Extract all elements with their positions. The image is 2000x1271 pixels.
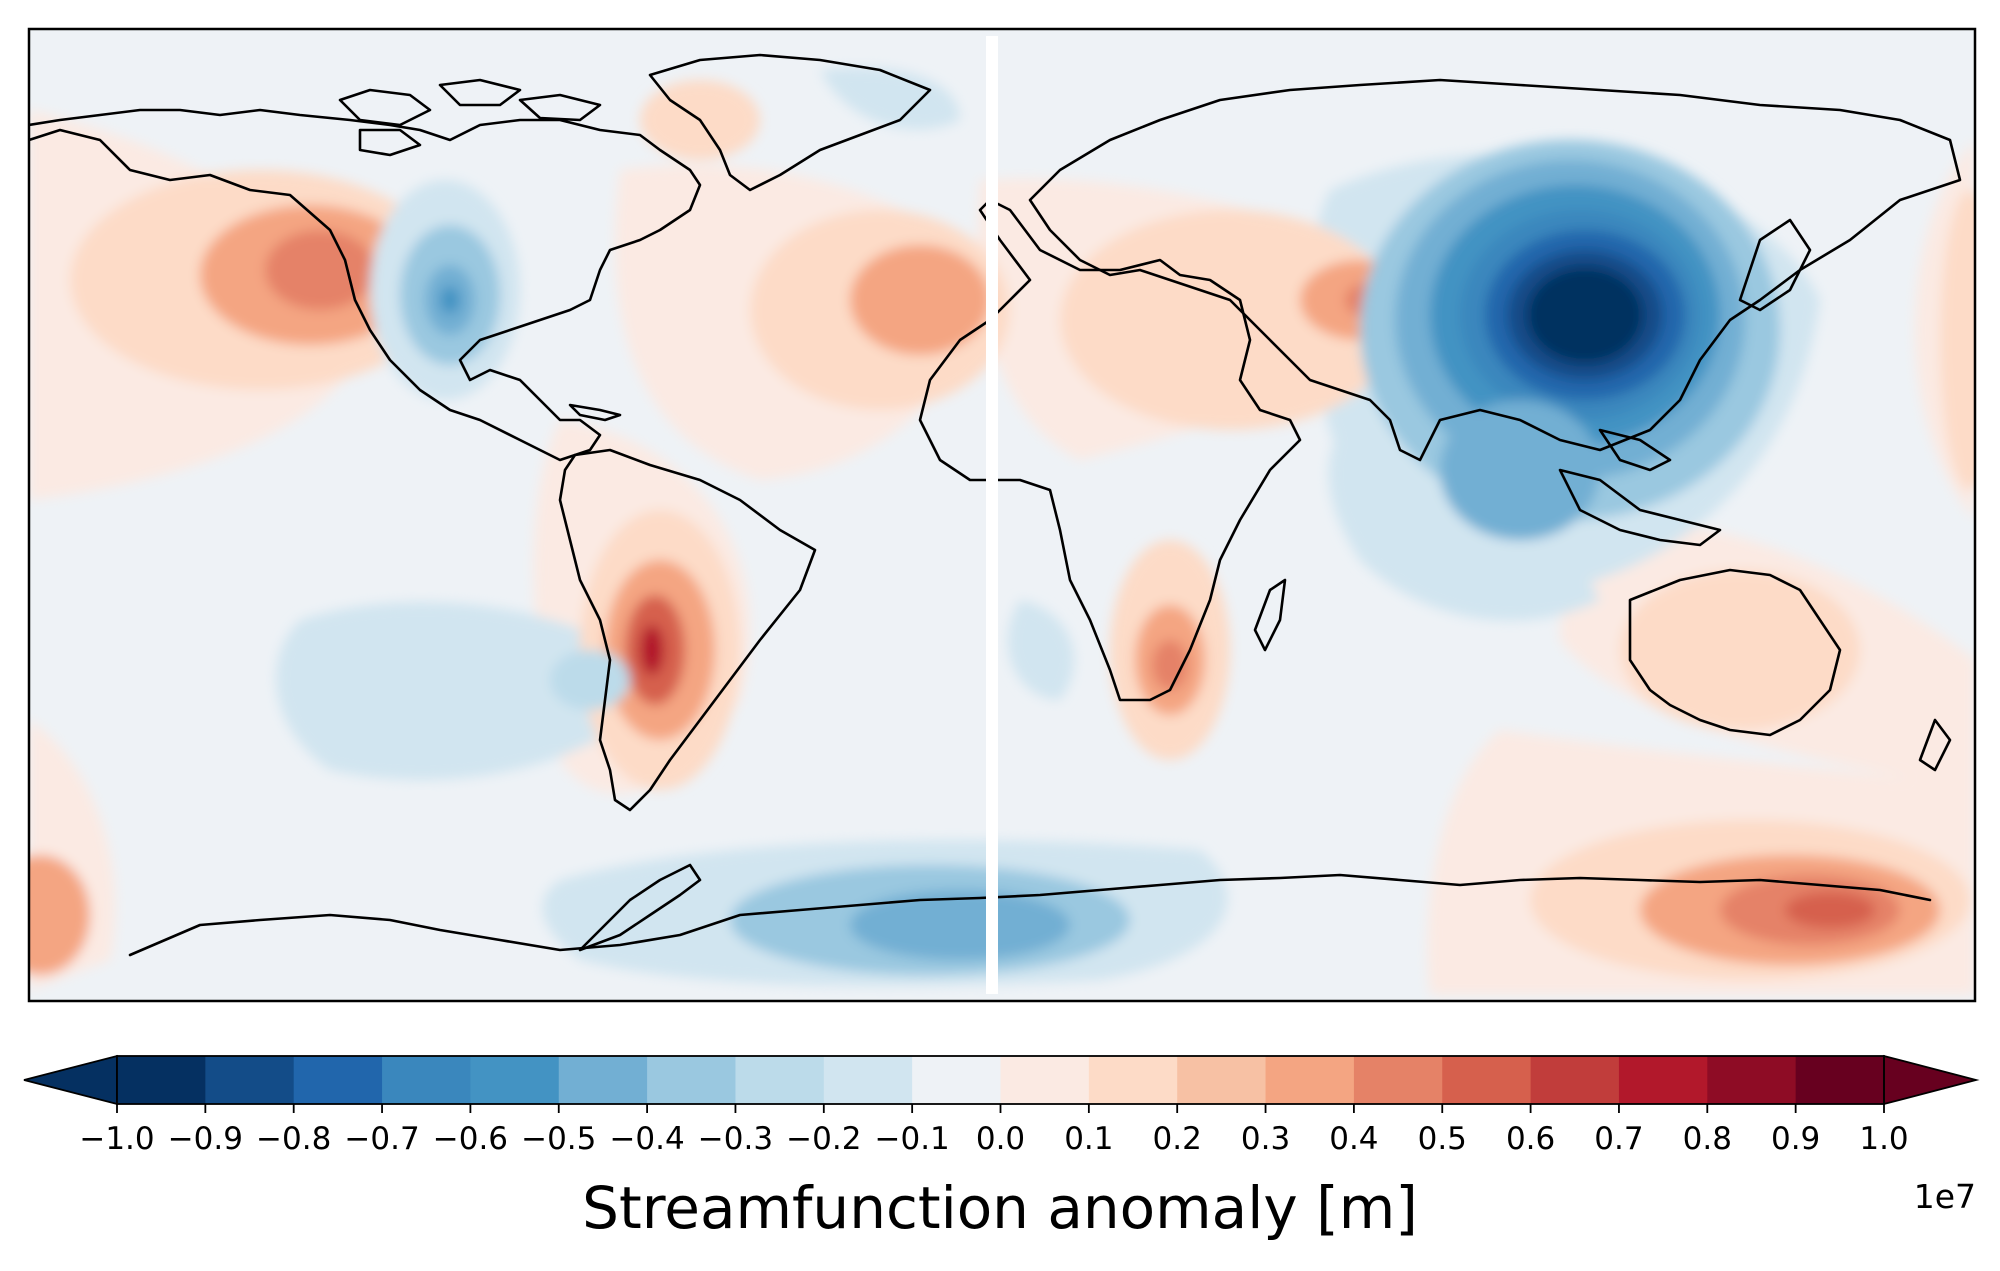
colorbar-tick-label: −0.4 bbox=[609, 1121, 684, 1157]
coast-europe-africa bbox=[918, 198, 1302, 702]
colorbar-tick-label: −0.7 bbox=[344, 1121, 419, 1157]
colorbar-tick-label: −0.9 bbox=[168, 1121, 243, 1157]
colorbar-segment bbox=[647, 1056, 737, 1104]
colorbar-extend-min bbox=[23, 1054, 118, 1106]
coast-south-america bbox=[558, 448, 817, 812]
colorbar-segment bbox=[735, 1056, 825, 1104]
colorbar-segment bbox=[382, 1056, 471, 1104]
coast-eurasia bbox=[1028, 78, 1962, 462]
colorbar-extend-max bbox=[1883, 1054, 1980, 1106]
colorbar-tick-label: −0.2 bbox=[786, 1121, 861, 1157]
map-seam bbox=[986, 36, 998, 994]
colorbar-tick-label: 0.3 bbox=[1241, 1121, 1290, 1157]
colorbar-tick-label: 0.1 bbox=[1064, 1121, 1113, 1157]
colorbar-tick-label: −1.0 bbox=[79, 1121, 154, 1157]
colorbar-segment bbox=[470, 1056, 560, 1104]
cool-north-atlantic-peak bbox=[440, 286, 460, 314]
cool-region-greenland bbox=[820, 67, 960, 130]
colorbar-segment bbox=[293, 1056, 383, 1104]
warm-southern-africa-inner bbox=[1152, 640, 1188, 690]
colorbar-tick-label: 1.0 bbox=[1859, 1121, 1908, 1157]
cool-antarctic-core bbox=[850, 890, 1070, 960]
colorbar-segment bbox=[558, 1056, 648, 1104]
colorbar-tick-label: −0.5 bbox=[521, 1121, 596, 1157]
warm-north-pacific-inner bbox=[265, 230, 375, 310]
cool-region-asia-south bbox=[1328, 420, 1600, 621]
map-panel bbox=[27, 27, 1977, 1003]
colorbar-tick-label: 0.5 bbox=[1418, 1121, 1467, 1157]
colorbar-tick-label: 0.7 bbox=[1594, 1121, 1643, 1157]
coastlines bbox=[29, 53, 1962, 957]
coast-north-america bbox=[29, 108, 702, 462]
cool-asia-south bbox=[1440, 400, 1600, 540]
warm-east-edge bbox=[1940, 190, 1975, 490]
colorbar-tick-label: −0.3 bbox=[698, 1121, 773, 1157]
warm-southern-ocean-peak bbox=[1785, 892, 1875, 928]
map-frame bbox=[27, 27, 1977, 1003]
colorbar-segment bbox=[1177, 1056, 1267, 1104]
colorbar-multiplier: 1e7 bbox=[1914, 1177, 1976, 1216]
coast-madagascar bbox=[1253, 578, 1287, 652]
colorbar-segment bbox=[117, 1056, 206, 1104]
cool-region-south-pacific bbox=[276, 602, 660, 780]
colorbar-segment bbox=[823, 1056, 913, 1104]
colorbar-tick-label: −0.1 bbox=[875, 1121, 950, 1157]
coast-arctic-islands bbox=[338, 78, 602, 157]
colorbar-segment bbox=[1265, 1056, 1355, 1104]
warm-south-america-peak bbox=[640, 625, 664, 675]
coast-japan bbox=[1738, 218, 1812, 312]
colorbar-segment bbox=[912, 1056, 1002, 1104]
colorbar-tick-label: −0.6 bbox=[433, 1121, 508, 1157]
colorbar-tick-label: 0.9 bbox=[1771, 1121, 1820, 1157]
warm-australia bbox=[1620, 570, 1860, 730]
colorbar-tick-label: 0.8 bbox=[1683, 1121, 1732, 1157]
colorbar-tick-label: 0.0 bbox=[976, 1121, 1025, 1157]
coast-new-zealand bbox=[1918, 718, 1952, 772]
colorbar-segment bbox=[1530, 1056, 1620, 1104]
cool-region-south-atlantic bbox=[1007, 600, 1075, 700]
colorbar-segment bbox=[1088, 1056, 1178, 1104]
colorbar-tick-label: 0.4 bbox=[1329, 1121, 1378, 1157]
colorbar-segment bbox=[1618, 1056, 1708, 1104]
cool-asia-core bbox=[1527, 267, 1643, 363]
cool-south-pacific bbox=[550, 650, 630, 710]
colorbar-tick-label: 0.6 bbox=[1506, 1121, 1555, 1157]
colorbar-label: Streamfunction anomaly [m] bbox=[582, 1174, 1418, 1242]
coast-southeast-asia bbox=[1558, 428, 1722, 547]
colorbar-segments bbox=[117, 1056, 1885, 1104]
colorbar-ticks: −1.0 −0.9 −0.8 −0.7 −0.6 −0.5 −0.4 −0.3 −0.2 −0.1… bbox=[79, 1104, 1909, 1157]
colorbar-segment bbox=[1000, 1056, 1090, 1104]
colorbar: −1.0 −0.9 −0.8 −0.7 −0.6 −0.5 −0.4 −0.3 −0.2 −0.1… bbox=[23, 1054, 1980, 1242]
coast-greenland bbox=[648, 53, 932, 192]
warm-atlantic-core bbox=[850, 245, 990, 355]
colorbar-tick-label: −0.8 bbox=[256, 1121, 331, 1157]
colorbar-segment bbox=[1707, 1056, 1797, 1104]
colorbar-segment bbox=[1795, 1056, 1885, 1104]
colorbar-tick-label: 0.2 bbox=[1153, 1121, 1202, 1157]
coast-antarctica bbox=[128, 873, 1932, 957]
colorbar-segment bbox=[1353, 1056, 1443, 1104]
colorbar-segment bbox=[205, 1056, 295, 1104]
coast-australia bbox=[1628, 568, 1842, 737]
coast-cuba bbox=[568, 403, 622, 422]
colorbar-segment bbox=[1442, 1056, 1532, 1104]
coast-antarctic-peninsula bbox=[578, 863, 702, 952]
warm-west-edge bbox=[29, 855, 90, 975]
